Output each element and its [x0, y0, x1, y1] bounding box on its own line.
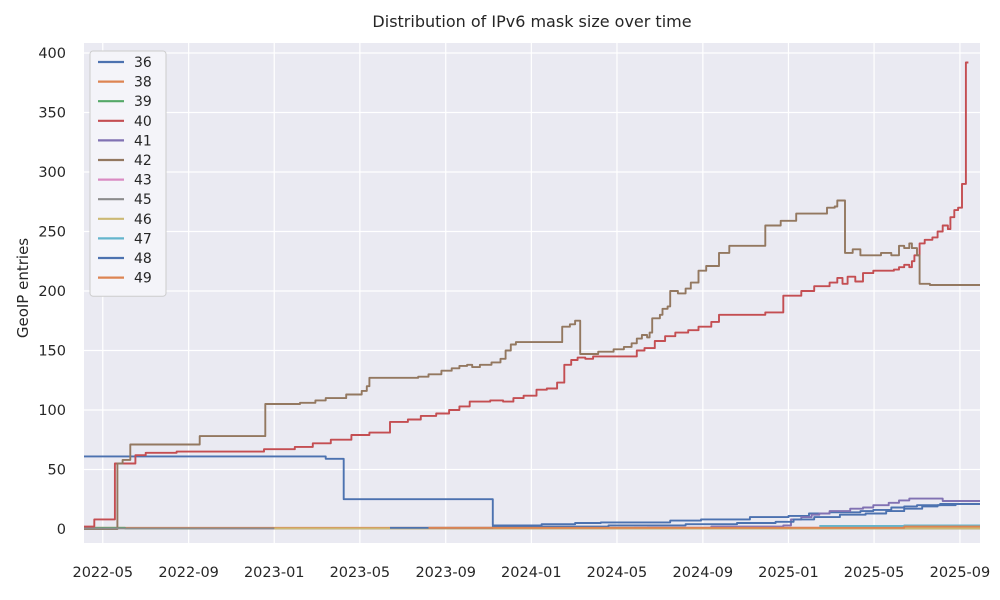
- plot-area: [84, 43, 980, 543]
- legend-label-38: 38: [134, 75, 152, 91]
- legend-label-47: 47: [134, 231, 152, 247]
- chart-title: Distribution of IPv6 mask size over time: [372, 12, 692, 31]
- x-tick-label: 2022-05: [72, 565, 133, 581]
- legend-label-39: 39: [134, 94, 152, 110]
- legend-item-49: 49: [98, 271, 152, 287]
- x-tick-label: 2024-05: [587, 565, 648, 581]
- legend-label-41: 41: [134, 133, 152, 149]
- y-tick-label: 300: [38, 165, 66, 181]
- legend-label-40: 40: [134, 114, 152, 130]
- x-tick-label: 2023-01: [244, 565, 305, 581]
- legend-label-46: 46: [134, 212, 152, 228]
- legend-label-36: 36: [134, 55, 152, 71]
- series-line-41: [647, 497, 980, 529]
- series-line-36: [84, 455, 980, 527]
- y-tick-label: 100: [38, 403, 66, 419]
- x-tick-label: 2023-09: [415, 565, 476, 581]
- y-tick-label: 200: [38, 284, 66, 300]
- legend-label-42: 42: [134, 153, 152, 169]
- legend: 36 38 39 40 41 42 43 45 46 47 48 49: [89, 50, 167, 297]
- legend-label-43: 43: [134, 173, 152, 189]
- x-tick-label: 2025-01: [758, 565, 819, 581]
- y-tick-label: 400: [38, 46, 66, 62]
- x-tick-label: 2023-05: [330, 565, 391, 581]
- y-tick-label: 50: [48, 462, 66, 478]
- legend-item-39: 39: [98, 94, 152, 110]
- y-tick-label: 0: [57, 522, 66, 538]
- legend-item-45: 45: [98, 192, 152, 208]
- legend-item-41: 41: [98, 133, 152, 149]
- series-line-49: [428, 525, 980, 529]
- legend-item-40: 40: [98, 114, 152, 130]
- x-tick-label: 2024-01: [501, 565, 562, 581]
- legend-label-45: 45: [134, 192, 152, 208]
- legend-item-48: 48: [98, 251, 152, 267]
- x-tick-label: 2025-09: [930, 565, 991, 581]
- legend-item-38: 38: [98, 75, 152, 91]
- series-line-48: [390, 503, 980, 529]
- legend-item-47: 47: [98, 231, 152, 247]
- legend-label-48: 48: [134, 251, 152, 267]
- series-line-42: [84, 199, 980, 530]
- x-tick-label: 2022-09: [158, 565, 219, 581]
- y-tick-label: 350: [38, 105, 66, 121]
- legend-item-46: 46: [98, 212, 152, 228]
- legend-item-42: 42: [98, 153, 152, 169]
- legend-item-43: 43: [98, 173, 152, 189]
- y-tick-label: 250: [38, 224, 66, 240]
- legend-frame: [89, 50, 167, 297]
- y-tick-label: 150: [38, 343, 66, 359]
- x-tick-label: 2024-09: [673, 565, 734, 581]
- x-tick-label: 2025-05: [844, 565, 905, 581]
- legend-item-36: 36: [98, 55, 152, 71]
- legend-label-49: 49: [134, 271, 152, 287]
